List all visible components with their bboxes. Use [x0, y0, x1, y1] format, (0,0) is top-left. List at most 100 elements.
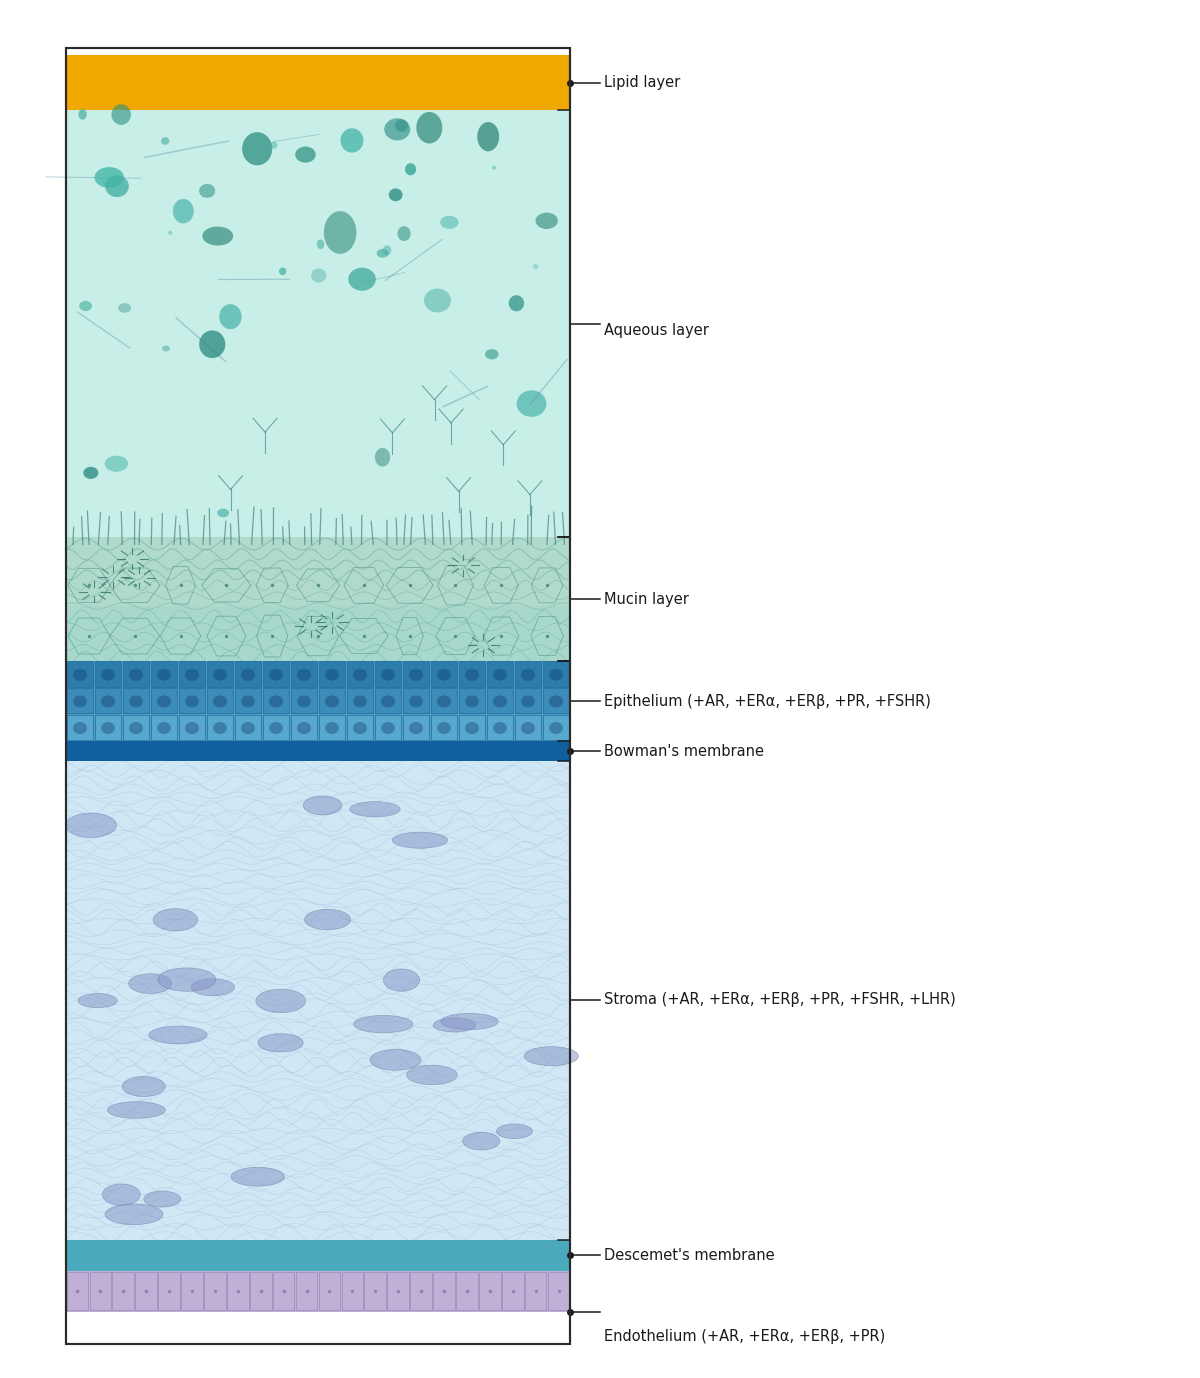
Bar — [179, 715, 205, 740]
Ellipse shape — [185, 722, 199, 734]
Ellipse shape — [203, 226, 233, 245]
Bar — [272, 1272, 294, 1310]
Ellipse shape — [341, 128, 364, 153]
Ellipse shape — [162, 346, 170, 351]
Ellipse shape — [370, 1050, 421, 1071]
Ellipse shape — [440, 216, 458, 229]
Bar — [263, 715, 289, 740]
Ellipse shape — [79, 300, 92, 311]
Bar — [376, 688, 401, 714]
Bar — [235, 688, 260, 714]
Ellipse shape — [101, 722, 115, 734]
Ellipse shape — [397, 226, 410, 241]
Bar — [66, 537, 570, 606]
Bar — [547, 1272, 570, 1310]
Ellipse shape — [437, 668, 451, 681]
Bar — [263, 661, 289, 686]
Ellipse shape — [270, 142, 277, 149]
Ellipse shape — [296, 722, 311, 734]
Ellipse shape — [384, 119, 410, 141]
Bar — [410, 1272, 432, 1310]
Bar — [347, 715, 373, 740]
Ellipse shape — [112, 105, 131, 125]
Ellipse shape — [492, 165, 497, 169]
Bar — [460, 661, 485, 686]
Ellipse shape — [185, 696, 199, 707]
Bar — [515, 715, 541, 740]
Ellipse shape — [242, 132, 272, 165]
Bar — [227, 1272, 248, 1310]
Ellipse shape — [73, 722, 88, 734]
Ellipse shape — [161, 138, 169, 145]
Ellipse shape — [232, 1167, 284, 1186]
Bar — [204, 1272, 226, 1310]
Bar — [151, 661, 176, 686]
Bar — [208, 661, 233, 686]
Ellipse shape — [154, 908, 198, 932]
Ellipse shape — [392, 832, 448, 849]
Bar — [403, 715, 428, 740]
Bar — [365, 1272, 386, 1310]
Ellipse shape — [380, 722, 395, 734]
Bar — [67, 661, 92, 686]
Bar — [319, 661, 344, 686]
Bar — [235, 715, 260, 740]
Ellipse shape — [199, 331, 226, 358]
Bar — [319, 688, 344, 714]
Bar — [479, 1272, 500, 1310]
Ellipse shape — [157, 967, 216, 991]
Ellipse shape — [217, 508, 229, 517]
Text: Aqueous layer: Aqueous layer — [604, 324, 708, 338]
Bar — [456, 1272, 478, 1310]
Bar — [292, 661, 317, 686]
Ellipse shape — [437, 696, 451, 707]
Ellipse shape — [517, 390, 546, 418]
Ellipse shape — [353, 668, 367, 681]
Ellipse shape — [106, 175, 128, 197]
Ellipse shape — [409, 722, 422, 734]
Ellipse shape — [220, 305, 241, 329]
Bar — [67, 688, 92, 714]
Ellipse shape — [157, 722, 172, 734]
Ellipse shape — [305, 909, 350, 930]
Bar — [235, 661, 260, 686]
Ellipse shape — [295, 146, 316, 163]
Bar — [376, 661, 401, 686]
Ellipse shape — [296, 668, 311, 681]
Bar — [66, 48, 570, 1344]
Bar — [388, 1272, 409, 1310]
Ellipse shape — [521, 696, 535, 707]
Bar — [66, 1271, 570, 1312]
Bar — [347, 661, 373, 686]
Bar — [179, 661, 205, 686]
Ellipse shape — [78, 994, 118, 1007]
Ellipse shape — [118, 303, 131, 313]
Bar — [460, 688, 485, 714]
Bar — [295, 1272, 317, 1310]
Ellipse shape — [296, 696, 311, 707]
Text: Stroma (+AR, +ERα, +ERβ, +PR, +FSHR, +LHR): Stroma (+AR, +ERα, +ERβ, +PR, +FSHR, +LH… — [604, 992, 955, 1006]
Ellipse shape — [128, 696, 143, 707]
Bar — [544, 715, 569, 740]
Bar — [431, 661, 457, 686]
Ellipse shape — [497, 1124, 533, 1138]
Ellipse shape — [395, 120, 408, 132]
Bar — [151, 715, 176, 740]
Text: Descemet's membrane: Descemet's membrane — [604, 1248, 774, 1262]
Ellipse shape — [377, 249, 389, 258]
Ellipse shape — [521, 722, 535, 734]
Ellipse shape — [535, 212, 558, 229]
Bar — [347, 688, 373, 714]
Ellipse shape — [462, 1133, 500, 1151]
Ellipse shape — [317, 240, 324, 249]
Bar — [433, 1272, 455, 1310]
Bar — [250, 1272, 271, 1310]
Bar — [66, 110, 570, 537]
Ellipse shape — [157, 696, 172, 707]
Ellipse shape — [424, 288, 451, 313]
Bar — [67, 715, 92, 740]
Ellipse shape — [374, 448, 390, 467]
Ellipse shape — [104, 1204, 163, 1225]
Ellipse shape — [214, 722, 227, 734]
Bar — [208, 688, 233, 714]
